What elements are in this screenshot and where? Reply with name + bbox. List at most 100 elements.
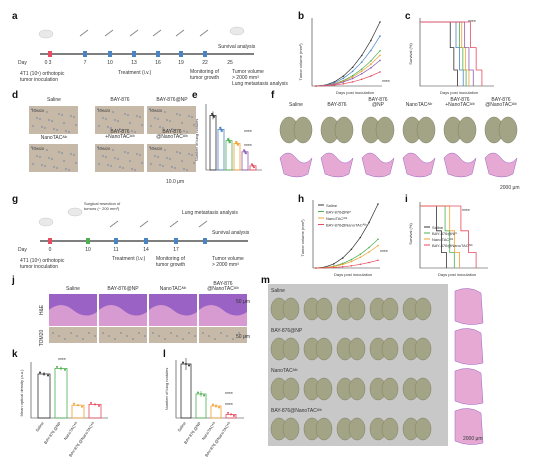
ihc-cell-d-0-16 — [72, 115, 76, 119]
he-overlay-j-0 — [49, 305, 97, 326]
day-tick-g-2: 11 — [113, 247, 118, 253]
c-series-5 — [420, 21, 483, 86]
monitoring-text-a: Monitoring of tumor growth — [190, 69, 220, 81]
ihc-cell-d-3-2 — [64, 167, 68, 171]
lung-right-f-2 — [375, 116, 395, 144]
lung-right-m-3-4 — [414, 417, 432, 441]
tom20-cell-j-3-1 — [208, 335, 210, 337]
ihc-cell-d-0-7 — [57, 112, 61, 116]
e-bar-3 — [233, 142, 241, 171]
ihc-cell-d-5-1 — [165, 156, 169, 160]
title-d-5-line-2: @NanoTACᴬˡᵇ — [156, 134, 188, 140]
e-dot-1-0 — [219, 126, 221, 129]
lung-right-m-1-0 — [282, 337, 300, 361]
panel-label-e: e — [192, 90, 198, 101]
title-d-0: Saline — [47, 97, 61, 103]
title-f-3: NanoTACᴬˡᵇ — [406, 102, 433, 108]
scale-f: 2000 μm — [500, 185, 520, 191]
tom20-cell-j-2-3 — [170, 332, 172, 334]
ylabel-l: Number of lung nodules — [164, 368, 169, 410]
title-f-2-line-1: BAY-876 — [368, 97, 387, 103]
lung-right-m-0-0 — [282, 297, 300, 321]
scale-j-1: 50 μm — [236, 299, 250, 305]
day-tick-g-4: 17 — [173, 247, 179, 253]
title-j-2: NanoTACᴬˡᵇ — [160, 286, 187, 292]
e-dot-2-0 — [227, 138, 229, 141]
he-tissue-m-1 — [454, 328, 484, 365]
l-bar-1 — [195, 393, 207, 419]
marker-surgery-g — [86, 238, 90, 244]
k-dot-2-0 — [73, 402, 75, 405]
marker-inoculation-g — [48, 238, 52, 244]
ihc-cell-d-0-18 — [60, 113, 64, 117]
significance-l-2: **** — [225, 403, 233, 409]
xlabel-b: Days post inoculation — [336, 90, 374, 95]
e-dot-3-1 — [236, 142, 238, 145]
ihc-cell-d-4-15 — [121, 166, 125, 170]
ihc-cell-d-2-7 — [175, 112, 179, 116]
l-dot-0-1 — [185, 363, 187, 365]
mouse-icons-g — [38, 207, 83, 227]
ihc-cell-d-0-13 — [67, 130, 71, 134]
e-dot-4-2 — [245, 152, 247, 155]
l-dot-2-2 — [218, 406, 220, 409]
l-dot-3-0 — [227, 411, 229, 414]
e-dot-4-1 — [244, 150, 246, 153]
l-dot-1-2 — [203, 394, 205, 397]
significance-k: **** — [58, 358, 66, 364]
ihc-cell-d-1-15 — [121, 128, 125, 132]
k-dot-1-1 — [60, 367, 62, 370]
e-dot-0-2 — [213, 115, 215, 118]
day-label-a: Day — [18, 60, 27, 66]
legend-h-label-2: NanoTACᴬˡᵇ — [326, 216, 348, 221]
k-dot-0-2 — [47, 374, 49, 377]
day-ticks-g: 0 10 11 14 17 — [49, 247, 179, 253]
e-bar-1 — [217, 128, 225, 171]
lung-right-m-0-3 — [381, 297, 399, 321]
ihc-cell-d-0-2 — [64, 129, 68, 133]
ihc-cell-d-2-13 — [185, 130, 189, 134]
ihc-cell-d-1-8 — [140, 123, 144, 127]
ihc-cell-d-1-0 — [96, 107, 100, 111]
tom20-cell-j-2-4 — [176, 335, 178, 337]
ihc-cell-d-2-2 — [182, 129, 186, 133]
ihc-cell-d-3-11 — [33, 146, 37, 150]
legend-h-label-0: Saline — [326, 203, 338, 208]
ihc-cell-d-2-18 — [178, 113, 182, 117]
ihc-cell-d-4-9 — [111, 148, 115, 152]
inoculation-text-g: 4T1 (10⁵) orthotopic tumor inoculation — [20, 258, 65, 270]
tumor-volume-text-a: Tumor volume > 2000 mm³ — [232, 69, 264, 81]
ihc-cell-d-1-4 — [118, 127, 122, 131]
panel-label-f: f — [271, 90, 275, 101]
panel-k: k Mean optical density (a.u.) **** — [12, 349, 108, 419]
lung-right-m-0-1 — [315, 297, 333, 321]
title-j-0: Saline — [66, 286, 80, 292]
xlabel-h: Days post inoculation — [334, 272, 372, 277]
tom20-cell-j-1-4 — [126, 335, 128, 337]
he-tissue-f-0 — [279, 152, 313, 178]
he-strip-m — [454, 288, 484, 445]
title-f-1: BAY-876 — [327, 102, 346, 108]
ihc-cell-d-5-0 — [148, 145, 152, 149]
tom20-cell-j-1-0 — [102, 332, 104, 334]
day-tick-a-8: 25 — [227, 60, 233, 66]
lung-right-f-4 — [457, 116, 477, 144]
title-d-2: BAY-876@NP — [156, 97, 188, 103]
title-f-0: Saline — [289, 102, 303, 108]
he-tissue-f-3 — [402, 152, 436, 178]
panel-label-b: b — [298, 11, 304, 22]
ihc-cell-d-3-18 — [60, 151, 64, 155]
growth-curves-b — [315, 21, 381, 87]
ihc-cell-d-3-3 — [35, 154, 39, 158]
title-d-5-line-1: BAY-876 — [162, 129, 181, 135]
k-dot-3-1 — [94, 403, 96, 406]
ihc-cell-d-4-6 — [106, 163, 110, 167]
mouse-icons-a — [38, 26, 245, 39]
ihc-cell-d-0-12 — [50, 119, 54, 123]
e-dot-1-2 — [221, 129, 223, 132]
markers-treatment-g — [114, 238, 207, 244]
